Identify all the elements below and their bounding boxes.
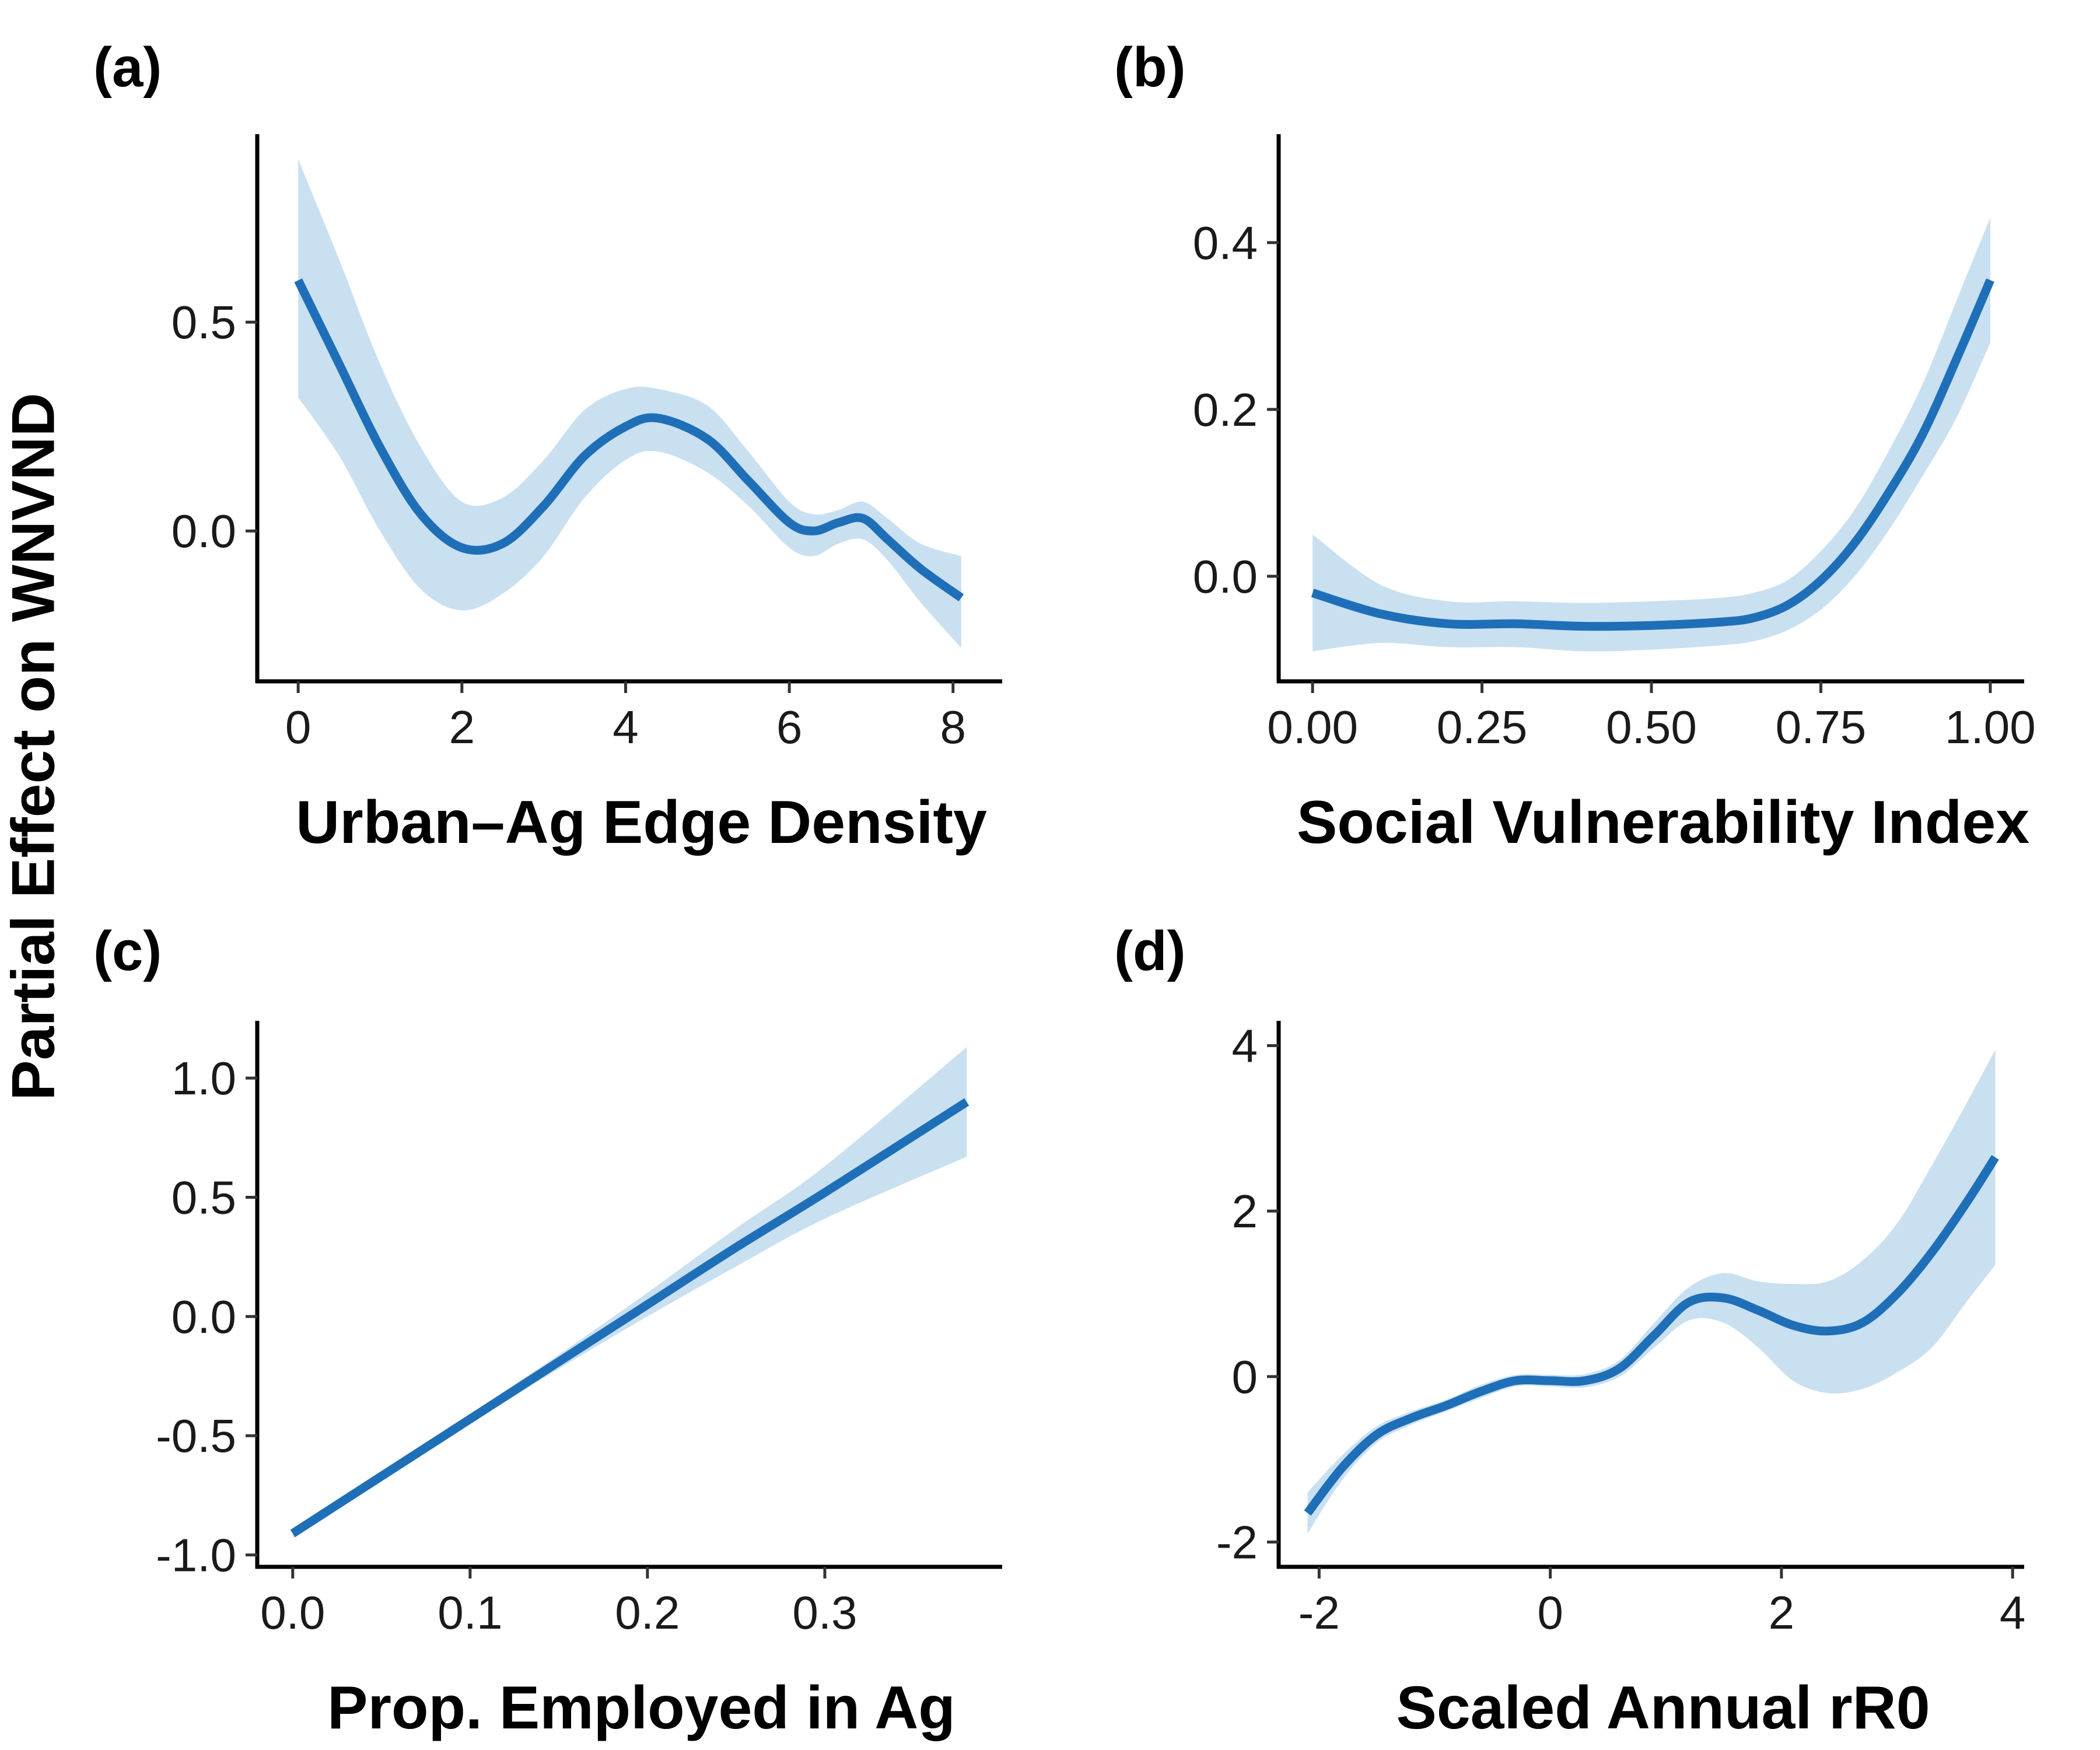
panel-a-effect-line (294, 278, 964, 601)
panel-a-x-tick-label: 6 (776, 701, 803, 753)
panel-a-x-tick-label: 8 (940, 701, 967, 753)
panel-a-y-tick-label: 0.0 (172, 505, 236, 557)
panel-b-effect-line (1311, 278, 1994, 631)
panel-c-effect-line (290, 1098, 970, 1538)
panel-d-label: (d) (1114, 920, 1186, 982)
panel-b-confidence-band (1312, 218, 1990, 652)
panel-a: 0 2 4 6 8 0.0 0.5 Urban–Ag Edge Density (a) (93, 36, 1002, 856)
panel-b-x-axis-label: Social Vulnerability Index (1297, 789, 2029, 856)
panel-c-x-tick-label: 0.3 (792, 1587, 857, 1639)
panel-d-x-axis-label: Scaled Annual rR0 (1396, 1674, 1930, 1742)
panel-d-y-tick-label: 4 (1232, 1020, 1258, 1072)
panel-d-confidence-band (1307, 1049, 1996, 1534)
panel-c-x-tick-label: 0.1 (438, 1587, 502, 1639)
panel-a-x-tick-label: 0 (285, 701, 312, 753)
panel-d-y-tick-label: 2 (1232, 1185, 1258, 1237)
panel-b-x-tick-label: 1.00 (1945, 701, 2036, 753)
panel-d: -2 0 2 4 -2 0 2 4 Scaled Annual rR0 (d) (1114, 920, 2025, 1742)
panel-d-y-tick-label: -2 (1216, 1516, 1258, 1568)
panel-a-label: (a) (93, 36, 162, 99)
panel-c-y-tick-label: 1.0 (172, 1052, 236, 1104)
panel-d-effect-line (1304, 1154, 1999, 1516)
panel-b-y-tick-label: 0.4 (1193, 217, 1258, 269)
panel-b-x-tick-label: 0.25 (1437, 701, 1528, 753)
panel-b-x-tick-label: 0.75 (1776, 701, 1867, 753)
panel-a-x-tick-label: 4 (612, 701, 639, 753)
panel-c: 0.0 0.1 0.2 0.3 -1.0 -0.5 0.0 0.5 1.0 Prop. Emplo… (93, 920, 1002, 1742)
panel-c-x-axis-label: Prop. Employed in Ag (327, 1674, 956, 1742)
panel-b-x-tick-label: 0.00 (1267, 701, 1358, 753)
panel-a-y-tick-label: 0.5 (172, 296, 236, 348)
panel-c-y-tick-label: -0.5 (156, 1410, 236, 1462)
panel-c-x-tick-label: 0.2 (615, 1587, 680, 1639)
panel-c-label: (c) (93, 920, 162, 982)
panel-a-confidence-band (298, 159, 961, 648)
panel-d-x-tick-label: 4 (2000, 1587, 2026, 1639)
panel-d-x-tick-label: 2 (1769, 1587, 1795, 1639)
panel-c-x-tick-label: 0.0 (260, 1587, 325, 1639)
shared-y-axis-label-text: Partial Effect on WNVND (0, 393, 68, 1101)
panel-d-x-tick-label: 0 (1537, 1587, 1563, 1639)
panel-a-x-tick-label: 2 (449, 701, 475, 753)
panel-c-y-tick-label: 0.5 (172, 1171, 236, 1223)
panel-c-y-tick-label: -1.0 (156, 1530, 236, 1581)
panel-d-y-tick-label: 0 (1232, 1351, 1258, 1403)
panel-b-y-tick-label: 0.0 (1193, 551, 1258, 603)
panel-b-x-tick-label: 0.50 (1606, 701, 1697, 753)
panel-a-x-axis-label: Urban–Ag Edge Density (296, 789, 987, 856)
panel-b: 0.00 0.25 0.50 0.75 1.00 0.0 0.2 0.4 Social Vuln… (1114, 36, 2036, 856)
panel-b-label: (b) (1114, 36, 1186, 99)
panel-d-x-tick-label: -2 (1298, 1587, 1340, 1639)
panel-c-y-tick-label: 0.0 (172, 1291, 236, 1343)
panel-b-y-tick-label: 0.2 (1193, 384, 1258, 436)
